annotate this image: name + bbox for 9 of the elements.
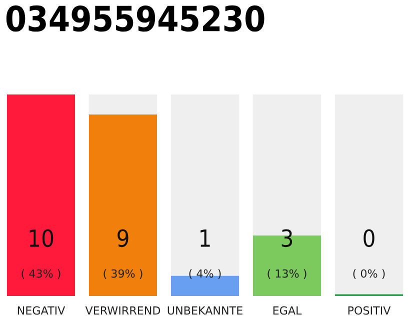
- x-tick-label: POSITIV: [348, 306, 391, 315]
- x-tick-label: UNBEKANNTE: [168, 306, 242, 315]
- data-label: 10 ( 43% ): [22, 229, 60, 280]
- data-label: 0 ( 0% ): [353, 229, 385, 280]
- data-label: 9 ( 39% ): [104, 229, 142, 280]
- x-tick-label: NEGATIV: [18, 306, 66, 315]
- chart-title: 034955945230: [6, 5, 264, 32]
- x-tick-label: VERWIRREND: [85, 306, 160, 315]
- x-tick-label: EGAL: [273, 306, 302, 315]
